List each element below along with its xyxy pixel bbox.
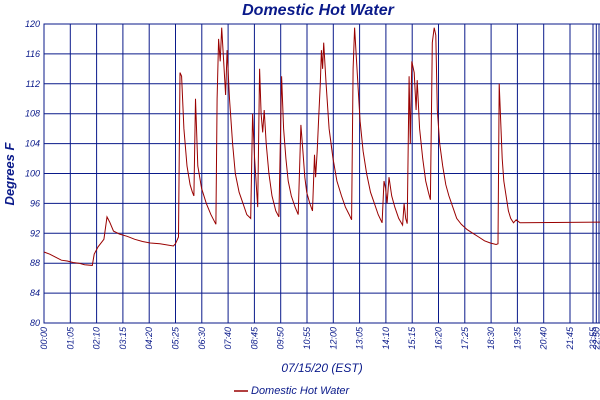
y-tick-label: 80 (30, 318, 40, 328)
x-tick-label: 23:55 (588, 326, 598, 351)
x-axis: 00:00 01:05 02:10 03:15 04:20 05:25 06:30 07:40… (39, 326, 600, 351)
x-tick-label: 21:45 (565, 326, 575, 351)
x-tick-label: 02:10 (92, 327, 102, 350)
y-tick-label: 104 (25, 139, 40, 149)
y-axis-label: Degrees F (2, 142, 17, 206)
chart-grid (43, 23, 600, 324)
x-tick-label: 04:20 (144, 327, 154, 350)
x-tick-label: 13:05 (355, 326, 365, 350)
x-tick-label: 18:30 (486, 327, 496, 350)
x-tick-label: 15:15 (407, 326, 417, 350)
plot-area (43, 27, 600, 266)
x-tick-label: 17:25 (460, 326, 470, 350)
series-line (43, 27, 600, 266)
x-tick-label: 10:55 (302, 326, 312, 350)
y-tick-label: 84 (30, 288, 40, 298)
y-tick-label: 96 (30, 198, 40, 208)
x-tick-label: 09:50 (276, 327, 286, 350)
chart-title: Domestic Hot Water (242, 2, 395, 19)
x-tick-label: 07:40 (223, 327, 233, 350)
x-tick-label: 12:00 (328, 327, 338, 350)
x-tick-label: 06:30 (197, 327, 207, 350)
x-tick-label: 01:05 (65, 326, 75, 350)
x-tick-label: 08:45 (249, 326, 259, 350)
y-tick-label: 116 (26, 49, 40, 59)
x-tick-label: 20:40 (539, 327, 549, 351)
x-axis-label: 07/15/20 (EST) (281, 361, 362, 375)
x-tick-label: 00:00 (39, 327, 49, 350)
x-tick-label: 19:35 (512, 326, 522, 350)
y-tick-label: 108 (25, 109, 40, 119)
legend: Domestic Hot Water (234, 385, 351, 397)
y-tick-label: 92 (30, 228, 40, 238)
x-tick-label: 05:25 (171, 326, 181, 350)
y-tick-label: 88 (30, 258, 40, 268)
y-tick-label: 112 (26, 79, 40, 89)
legend-entry: Domestic Hot Water (251, 385, 351, 397)
y-axis: 80 84 88 92 96 100 104 108 112 116 120 (25, 19, 40, 328)
x-tick-label: 16:20 (434, 327, 444, 350)
x-tick-label: 22:50 (591, 327, 600, 351)
x-tick-label: 03:15 (118, 326, 128, 350)
x-tick-label: 14:10 (381, 327, 391, 350)
y-tick-label: 100 (25, 169, 40, 179)
y-tick-label: 120 (25, 19, 40, 29)
